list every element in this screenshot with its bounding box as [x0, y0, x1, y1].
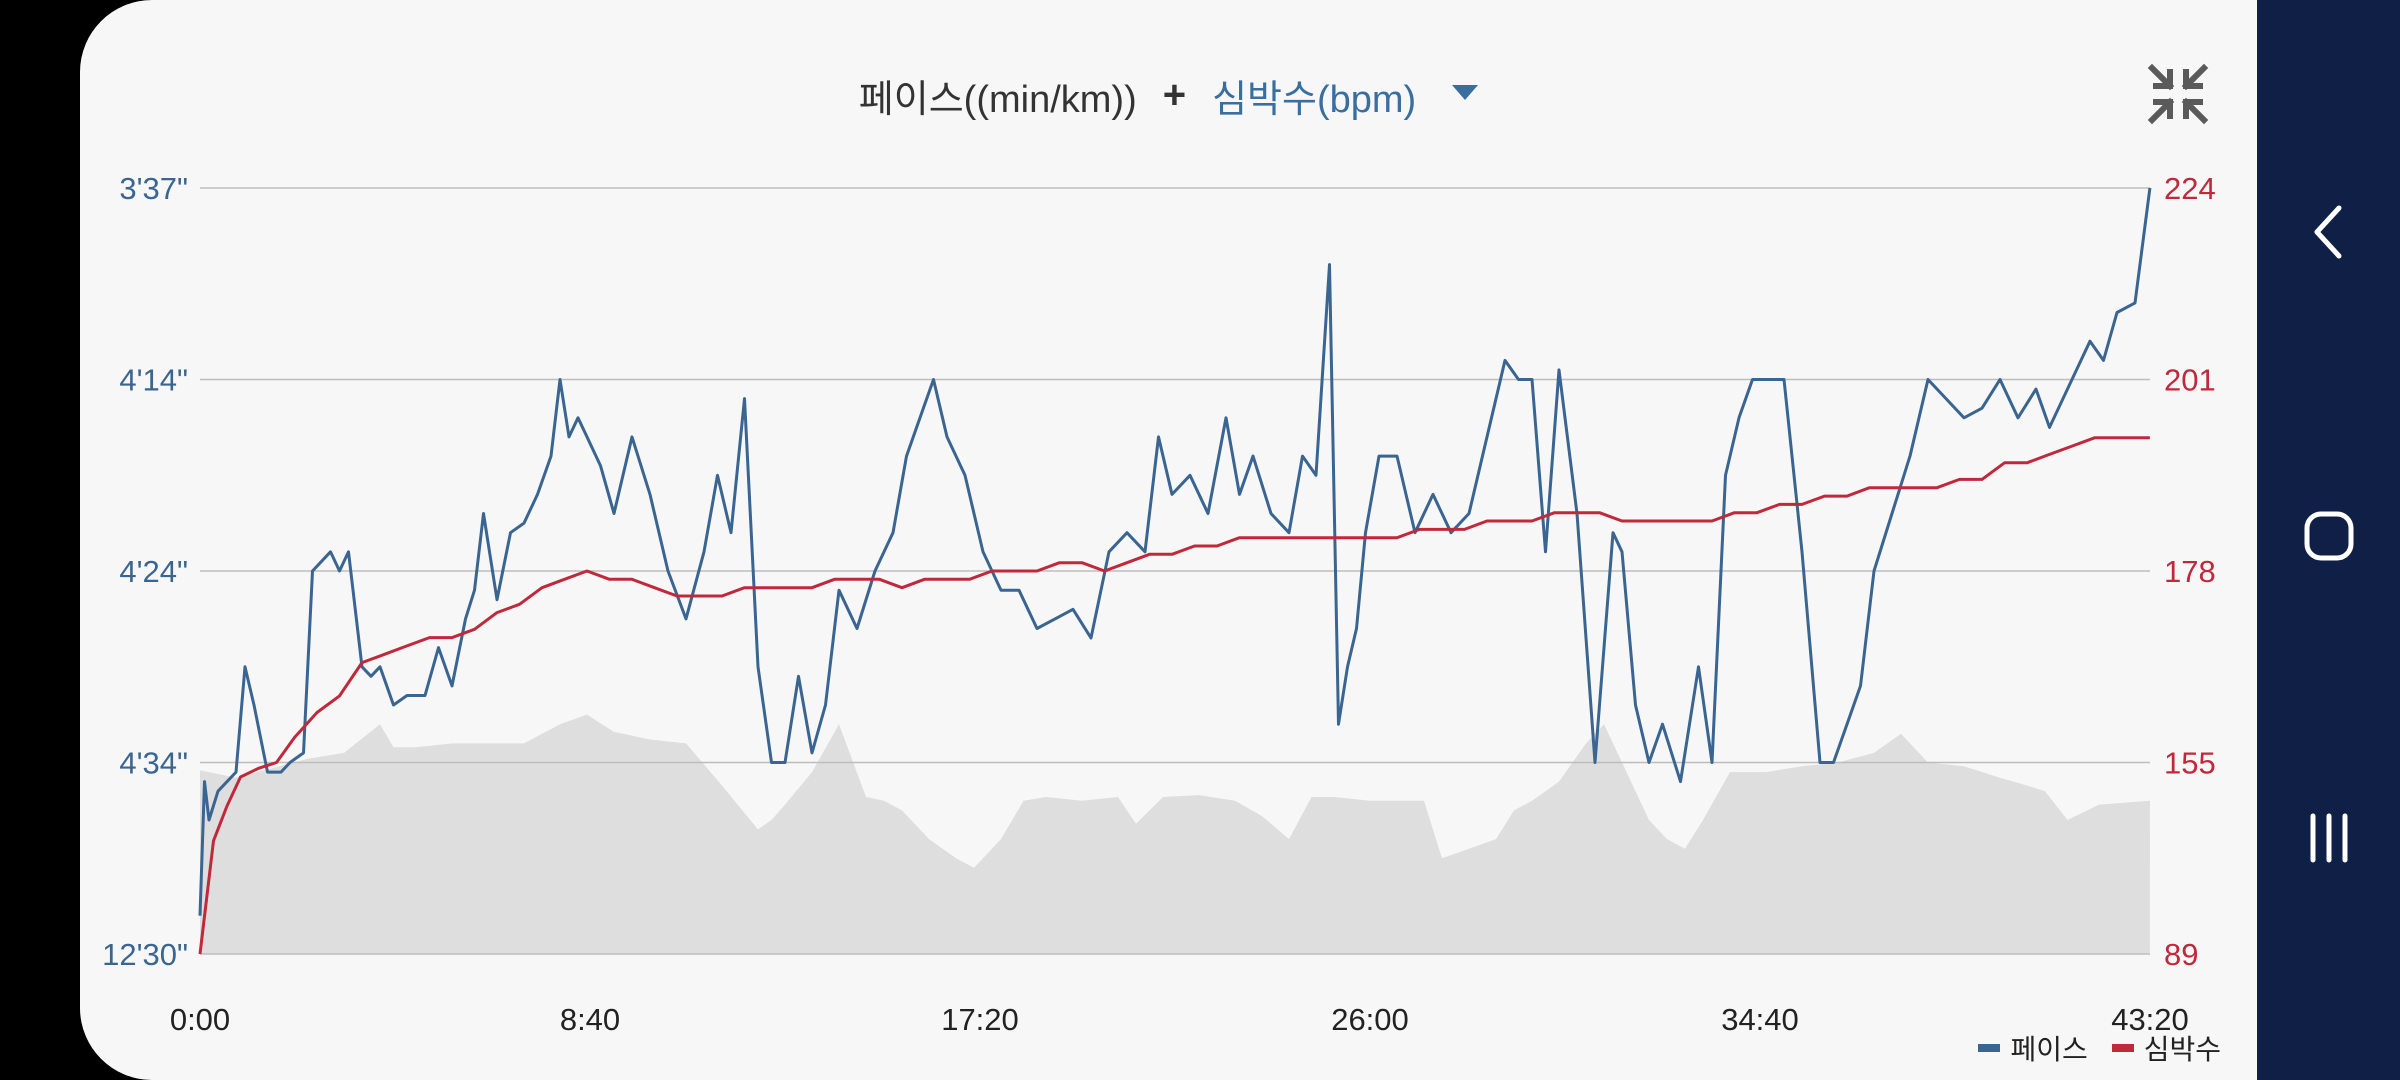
- legend-item-pace: 페이스: [1978, 1028, 2088, 1068]
- x-axis-tick-label: 34:40: [1721, 1002, 1799, 1037]
- back-button[interactable]: [2257, 172, 2400, 292]
- right-axis-tick-label: 224: [2164, 171, 2216, 206]
- left-axis-tick-label: 4'24": [119, 554, 188, 589]
- chart-legend: 페이스 심박수: [1954, 1028, 2221, 1068]
- pace-line: [198, 187, 2152, 916]
- collapse-arrows-icon[interactable]: [2146, 62, 2210, 126]
- right-axis-tick-label: 201: [2164, 363, 2216, 398]
- left-axis-tick-label: 3'37": [119, 171, 188, 206]
- home-button[interactable]: [2257, 476, 2400, 596]
- legend-item-heart-rate: 심박수: [2111, 1028, 2221, 1068]
- elevation-area: [200, 714, 2150, 954]
- chevron-left-icon: [2314, 205, 2341, 259]
- chart-card: 페이스((min/km)) + 심박수(bpm) 3'37" 4'14" 4'24"…: [80, 0, 2257, 1080]
- pace-heart-rate-chart: 3'37" 4'14" 4'24" 4'34" 12'30" 224 201 178 155 8…: [102, 171, 2216, 1037]
- legend-swatch-heart-rate: [2111, 1044, 2134, 1052]
- right-axis-tick-label: 155: [2164, 746, 2216, 781]
- left-axis-tick-label: 4'34": [119, 746, 188, 781]
- rounded-square-icon: [2304, 511, 2353, 561]
- secondary-metric-label[interactable]: 심박수(bpm): [1212, 78, 1417, 121]
- x-axis-tick-label: 17:20: [941, 1002, 1019, 1037]
- x-axis-tick-label: 8:40: [560, 1002, 620, 1037]
- legend-label-heart-rate: 심박수: [2143, 1034, 2221, 1065]
- right-axis-tick-label: 178: [2164, 554, 2216, 589]
- system-navigation-bar: [2257, 0, 2400, 1080]
- primary-metric-label: 페이스((min/km)): [858, 78, 1137, 121]
- legend-swatch-pace: [1978, 1044, 2001, 1052]
- right-axis-tick-label: 89: [2164, 937, 2198, 972]
- recent-apps-button[interactable]: [2257, 778, 2400, 898]
- x-axis-tick-label: 43:20: [2111, 1002, 2189, 1037]
- triangle-down-icon[interactable]: [1452, 84, 1479, 106]
- three-bars-icon: [2310, 813, 2347, 863]
- x-axis-tick-label: 26:00: [1331, 1002, 1409, 1037]
- legend-label-pace: 페이스: [2010, 1034, 2088, 1065]
- heart-rate-line: [198, 436, 2150, 955]
- left-axis-tick-label: 12'30": [102, 937, 188, 972]
- metric-selector[interactable]: 페이스((min/km)) + 심박수(bpm): [80, 60, 2257, 130]
- plus-sign: +: [1162, 72, 1187, 117]
- left-axis-tick-label: 4'14": [119, 363, 188, 398]
- x-axis-tick-label: 0:00: [170, 1002, 230, 1037]
